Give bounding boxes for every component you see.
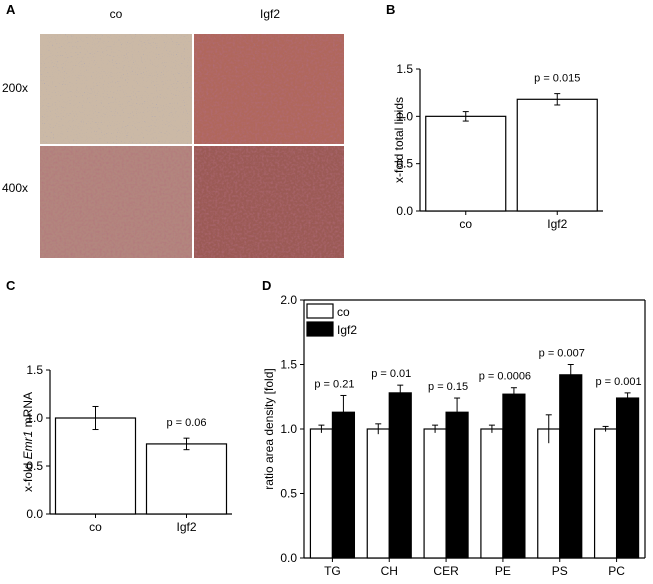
x-tick-label: PS (552, 564, 568, 578)
x-tick-label: Igf2 (176, 520, 196, 534)
bar-co (54, 417, 137, 515)
bar-co-ch (366, 428, 390, 559)
y-tick-label: 1.5 (280, 358, 297, 372)
p-value-annotation: p = 0.06 (166, 417, 206, 429)
x-tick-label: TG (324, 564, 341, 578)
panel-b: B 0.0 0.5 1.0 1.5 x-fold total lipids co Igf2 p… (386, 2, 603, 231)
y-tick-label: 2.0 (280, 293, 297, 307)
p-value-annotation: p = 0.001 (595, 376, 641, 388)
chart-b: 0.0 0.5 1.0 1.5 x-fold total lipids co Igf2 p =… (392, 62, 603, 231)
bar-co-cer (423, 428, 447, 559)
panel-b-label: B (386, 2, 395, 17)
x-tick-label: co (89, 520, 102, 534)
y-tick-label: 1.5 (396, 62, 413, 76)
micrograph-igf2-400x (194, 146, 344, 258)
p-value-annotation: p = 0.01 (371, 368, 411, 380)
p-value-annotation: p = 0.007 (539, 348, 585, 360)
y-tick-label: 1.0 (396, 109, 413, 123)
y-tick-label: 0.5 (396, 157, 413, 171)
y-axis-label: ratio area density [fold] (262, 368, 276, 489)
x-tick-label: PE (495, 564, 511, 578)
legend-swatch-co (306, 303, 334, 319)
chart-d: 0.0 0.5 1.0 1.5 2.0 ratio area density [fold]… (262, 293, 646, 578)
y-axis-label: x-fold Emr1 mRNA (21, 392, 35, 492)
micrograph-co-400x (40, 146, 192, 258)
y-tick-label: 1.0 (280, 422, 297, 436)
bar-co-pc (593, 428, 618, 559)
chart-c: 0.0 0.5 1.0 1.5 x-fold Emr1 mRNA co Igf2 p = 0.… (21, 363, 232, 534)
panel-d: D 0.0 0.5 1.0 1.5 2.0 ratio area density [fol… (262, 278, 646, 578)
micrograph-co-200x (40, 34, 192, 144)
bar-igf2-ch (388, 392, 412, 559)
p-value-annotation: p = 0.0006 (479, 371, 531, 383)
panel-a: A co Igf2 200x 400x (2, 2, 344, 258)
y-tick-label: 1.0 (26, 411, 43, 425)
bar-igf2-tg (331, 411, 356, 559)
p-value-annotation: p = 0.15 (428, 381, 468, 393)
legend-swatch-igf2 (306, 321, 334, 337)
bar-igf2-ps (559, 374, 583, 559)
y-tick-label: 0.5 (26, 459, 43, 473)
y-axis-label-prefix: x-fold (21, 459, 35, 492)
y-axis-label-gene: Emr1 (21, 431, 35, 460)
y-tick-label: 0.0 (26, 507, 43, 521)
panel-c: C 0.0 0.5 1.0 1.5 x-fold Emr1 mRNA co Igf2 p = … (6, 278, 232, 534)
col-label-igf2: Igf2 (260, 7, 280, 21)
x-tick-label: co (459, 217, 472, 231)
x-tick-label: CER (433, 564, 459, 578)
bar-co (425, 115, 507, 212)
y-axis-label: x-fold total lipids (392, 97, 406, 183)
x-tick-label: PC (608, 564, 625, 578)
legend-label-igf2: Igf2 (337, 323, 357, 337)
x-tick-label: CH (381, 564, 398, 578)
bar-igf2 (145, 443, 228, 515)
p-value-annotation: p = 0.21 (314, 378, 354, 390)
bar-co-tg (309, 428, 334, 559)
y-tick-label: 0.0 (280, 551, 297, 565)
bar-co-ps (537, 428, 561, 559)
micrograph-igf2-200x (194, 34, 344, 144)
panel-c-label: C (6, 278, 16, 293)
panel-a-label: A (6, 2, 16, 17)
bar-igf2-pc (615, 397, 640, 559)
bar-igf2 (516, 98, 598, 212)
bar-igf2-cer (445, 411, 469, 559)
bar-igf2-pe (502, 393, 526, 559)
panel-d-label: D (262, 278, 271, 293)
y-tick-label: 0.0 (396, 204, 413, 218)
bar-co-pe (480, 428, 504, 559)
y-tick-label: 0.5 (280, 487, 297, 501)
y-axis-label-suffix: mRNA (21, 392, 35, 431)
p-value-annotation: p = 0.015 (534, 73, 580, 85)
row-label-400x: 400x (2, 181, 28, 195)
row-label-200x: 200x (2, 81, 28, 95)
legend-label-co: co (337, 305, 350, 319)
x-tick-label: Igf2 (547, 217, 567, 231)
col-label-co: co (110, 7, 123, 21)
y-tick-label: 1.5 (26, 363, 43, 377)
